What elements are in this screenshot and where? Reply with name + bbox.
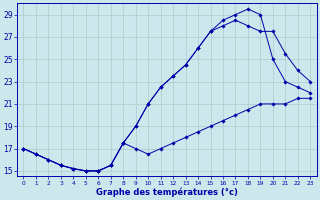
X-axis label: Graphe des températures (°c): Graphe des températures (°c) — [96, 187, 238, 197]
